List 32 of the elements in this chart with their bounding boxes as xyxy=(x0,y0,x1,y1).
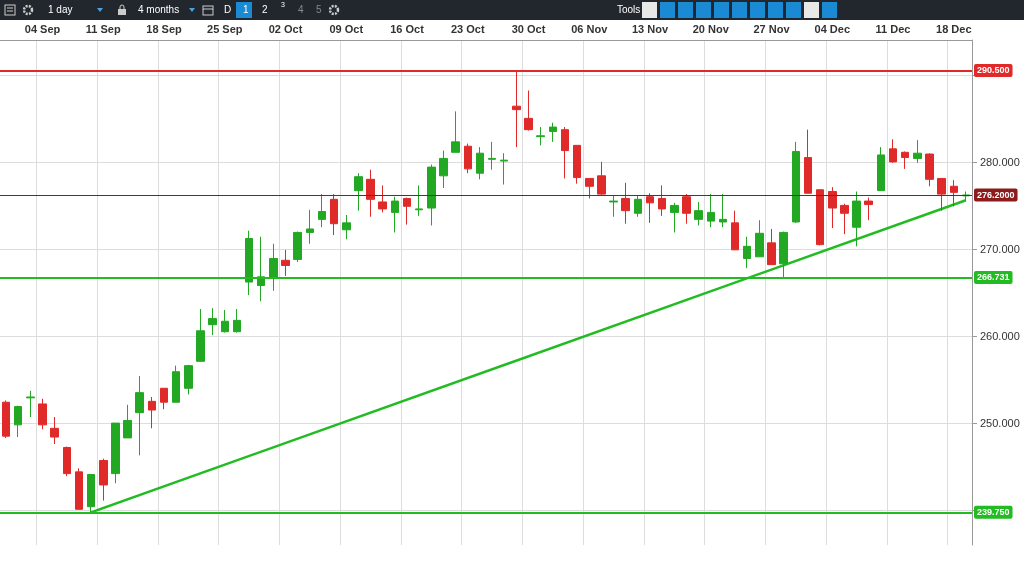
text: Tools xyxy=(617,4,641,15)
ref-line-label: 239.750 xyxy=(977,507,1010,518)
x-tick-label: 11 Sep xyxy=(85,22,121,35)
ref-line-label: 276.2000 xyxy=(977,189,1015,200)
x-tick-label: 18 Sep xyxy=(146,22,183,35)
y-tick-label: 260.000 xyxy=(980,330,1020,343)
x-tick-label: 06 Nov xyxy=(571,22,609,35)
x-tick-label: 16 Oct xyxy=(390,22,425,35)
x-tick-label: 23 Oct xyxy=(450,22,485,35)
x-tick-label: 04 Dec xyxy=(814,22,851,35)
x-tick-label: 09 Oct xyxy=(329,22,364,35)
x-tick-label: 11 Dec xyxy=(875,22,911,35)
text: 5 xyxy=(316,4,322,15)
x-tick-label: 18 Dec xyxy=(936,22,972,35)
text: 1 day xyxy=(48,4,73,15)
ref-line-label: 290.500 xyxy=(977,65,1010,76)
x-tick-label: 25 Sep xyxy=(207,22,243,35)
x-tick-label: 27 Nov xyxy=(753,22,791,35)
text: D xyxy=(224,4,232,15)
x-tick-label: 02 Oct xyxy=(268,22,303,35)
x-tick-label: 04 Sep xyxy=(24,22,61,35)
x-tick-label: 20 Nov xyxy=(692,22,730,35)
text: 4 xyxy=(298,4,304,15)
text: 2 xyxy=(262,4,268,15)
ref-line-label: 266.731 xyxy=(977,272,1010,283)
y-tick-label: 280.000 xyxy=(980,155,1020,168)
x-tick-label: 30 Oct xyxy=(511,22,546,35)
y-tick-label: 250.000 xyxy=(980,417,1020,430)
x-tick-label: 13 Nov xyxy=(631,22,669,35)
y-tick-label: 270.000 xyxy=(980,242,1020,255)
text: 4 months xyxy=(138,4,180,15)
text: 1 xyxy=(243,4,249,15)
